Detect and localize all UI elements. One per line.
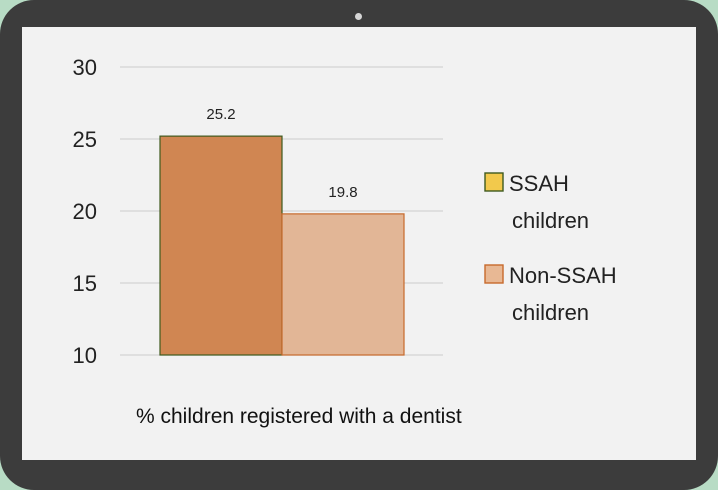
y-tick-label-10: 10 [73,343,97,368]
data-labels: 25.2 19.8 [206,106,357,201]
x-axis-label: % children registered with a dentist [136,405,462,428]
legend: SSAH children Non-SSAH children [484,171,617,325]
legend-label-1-line-2: children [512,208,589,233]
legend-swatch-2 [484,264,504,284]
y-tick-label-30: 30 [73,55,97,80]
legend-item-1: SSAH children [484,171,589,233]
y-tick-label-20: 20 [73,199,97,224]
y-tick-label-15: 15 [73,271,97,296]
legend-item-2: Non-SSAH children [484,263,617,325]
data-label-series-2: 19.8 [328,184,357,201]
data-label-series-1: 25.2 [206,106,235,123]
legend-label-2-line-2: children [512,300,589,325]
y-tick-label-25: 25 [73,127,97,152]
bar-series-2 [281,213,405,356]
bars [159,135,405,356]
y-axis-ticks: 10 15 20 25 30 [73,55,97,368]
legend-label-2-line-1: Non-SSAH [509,263,617,288]
legend-label-1-line-1: SSAH [509,171,569,196]
camera-dot [355,13,362,20]
bar-series-1 [159,135,283,356]
legend-swatch-1 [484,172,504,192]
